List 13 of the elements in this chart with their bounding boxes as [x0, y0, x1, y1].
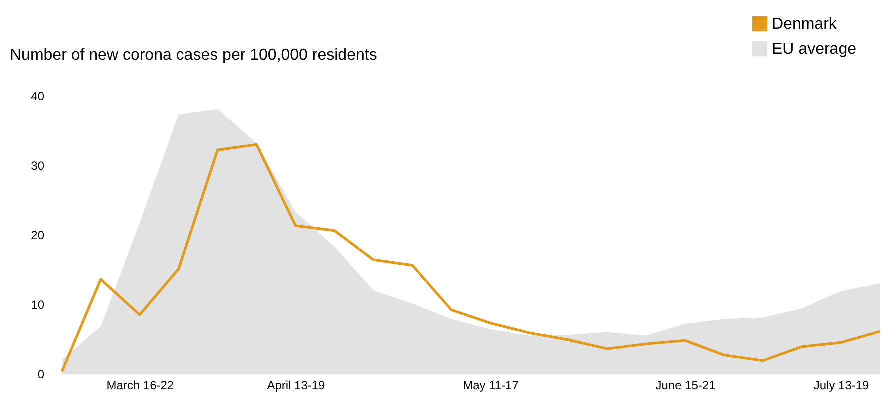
- x-tick-label: May 11-17: [463, 378, 520, 392]
- y-tick-label: 20: [31, 228, 45, 242]
- y-tick-label: 0: [38, 368, 45, 382]
- x-tick-label: March 16-22: [106, 378, 174, 392]
- y-tick-label: 40: [31, 90, 45, 104]
- y-tick-label: 30: [31, 159, 45, 173]
- x-tick-label: July 13-19: [814, 378, 870, 392]
- x-tick-label: June 15-21: [656, 378, 716, 392]
- chart-title: Number of new corona cases per 100,000 residents: [10, 47, 378, 64]
- x-tick-label: April 13-19: [267, 378, 326, 392]
- y-tick-label: 10: [31, 298, 45, 312]
- legend-label: Denmark: [772, 16, 838, 33]
- legend-label: EU average: [772, 41, 857, 58]
